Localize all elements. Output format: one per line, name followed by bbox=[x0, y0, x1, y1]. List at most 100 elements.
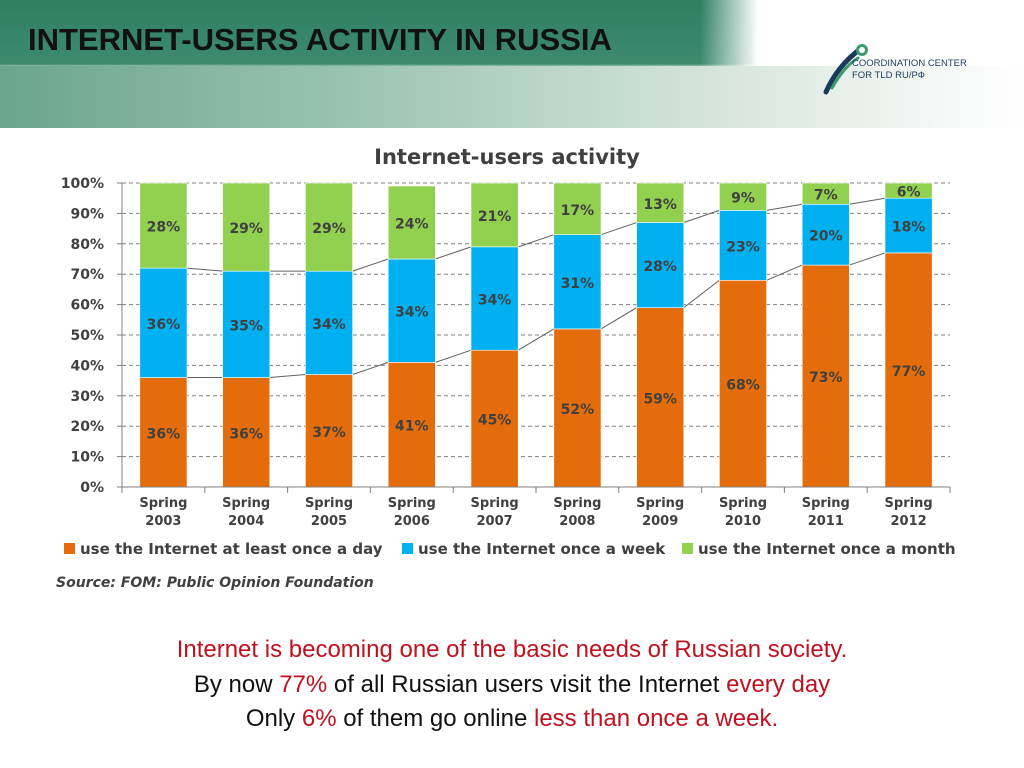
data-label: 45% bbox=[478, 413, 512, 429]
logo-line-1: COORDINATION CENTER bbox=[852, 58, 967, 69]
x-tick-label: 2003 bbox=[145, 514, 181, 529]
data-label: 31% bbox=[561, 276, 595, 292]
y-tick-label: 20% bbox=[70, 419, 104, 435]
x-tick-label: 2006 bbox=[394, 514, 430, 529]
series-connector bbox=[600, 222, 637, 236]
data-label: 6% bbox=[897, 185, 921, 201]
x-tick-label: 2005 bbox=[311, 514, 347, 529]
bar-segment bbox=[222, 270, 271, 378]
y-tick-label: 30% bbox=[70, 389, 104, 405]
x-tick-label: Spring bbox=[636, 496, 684, 511]
x-tick-label: 2008 bbox=[559, 514, 595, 529]
series-connector bbox=[352, 258, 389, 272]
series-connector bbox=[600, 307, 637, 330]
data-label: 13% bbox=[643, 197, 677, 213]
page-title: INTERNET-USERS ACTIVITY IN RUSSIA bbox=[28, 22, 612, 57]
logo-line-2: FOR TLD RU/РФ bbox=[852, 70, 925, 81]
bar-segment bbox=[801, 182, 850, 205]
bar-segment bbox=[719, 210, 767, 281]
legend-swatch bbox=[682, 543, 693, 554]
series-connector bbox=[683, 279, 720, 309]
y-tick-label: 100% bbox=[61, 176, 104, 192]
bar-segment bbox=[470, 182, 519, 248]
data-label: 36% bbox=[147, 426, 181, 442]
chart-axes: 0% 10% 20% 30% 40% 50% 60% 70% 80% 90% 100% Spring 2… bbox=[61, 176, 951, 529]
x-tick-label: Spring bbox=[222, 496, 270, 511]
data-label: 77% bbox=[892, 364, 926, 380]
bar-segment bbox=[470, 349, 519, 488]
data-label: 29% bbox=[229, 221, 263, 237]
series-connector bbox=[849, 197, 886, 205]
legend-swatch bbox=[64, 543, 75, 554]
legend-label: use the Internet once a week bbox=[418, 540, 666, 558]
caption-less-than-week: less than once a week. bbox=[534, 705, 779, 732]
caption-line-2-a: By now bbox=[193, 671, 280, 698]
y-tick-label: 0% bbox=[80, 480, 104, 496]
x-tick-label: 2011 bbox=[808, 514, 844, 529]
data-label: 21% bbox=[478, 209, 512, 225]
bar-segment bbox=[387, 362, 436, 488]
bar-segment bbox=[305, 374, 353, 488]
y-tick-label: 60% bbox=[70, 298, 104, 314]
y-tick-label: 70% bbox=[70, 267, 104, 283]
x-tick-label: Spring bbox=[802, 496, 850, 511]
coordination-center-logo-icon bbox=[823, 44, 868, 95]
data-label: 59% bbox=[643, 391, 677, 407]
caption-line-3: Only 6% of them go online less than once… bbox=[0, 705, 1024, 733]
x-tick-label: 2007 bbox=[477, 514, 513, 529]
series-connector bbox=[435, 349, 472, 363]
bar-segment bbox=[553, 182, 602, 235]
x-tick-label: Spring bbox=[388, 496, 436, 511]
data-label: 41% bbox=[395, 419, 429, 435]
bar-segment bbox=[305, 182, 353, 272]
y-tick-label: 10% bbox=[70, 450, 104, 466]
data-label: 18% bbox=[892, 220, 926, 236]
chart-title: Internet-users activity bbox=[374, 145, 640, 169]
data-label: 36% bbox=[147, 317, 181, 333]
bar-segment bbox=[636, 307, 685, 488]
chart-source: Source: FOM: Public Opinion Foundation bbox=[56, 575, 374, 591]
bar-segment bbox=[387, 258, 436, 363]
series-connector bbox=[269, 374, 306, 379]
y-tick-label: 50% bbox=[70, 328, 104, 344]
bar-segment bbox=[553, 234, 602, 330]
series-connector bbox=[849, 252, 886, 266]
caption-line-2: By now 77% of all Russian users visit th… bbox=[0, 671, 1024, 699]
caption-daily-percent: 77% bbox=[279, 671, 328, 698]
bar-segment bbox=[139, 267, 188, 378]
series-connector bbox=[518, 234, 554, 248]
bar-segment bbox=[719, 279, 767, 488]
y-tick-label: 90% bbox=[70, 206, 104, 222]
data-label: 29% bbox=[312, 221, 346, 237]
data-label: 28% bbox=[643, 259, 677, 275]
x-tick-label: Spring bbox=[471, 496, 519, 511]
series-connector bbox=[352, 361, 389, 375]
chart-bars: 36% 36% 28% 36% 35% 29% 37% 34% 29% 41% 34% 24% 45% 3… bbox=[139, 182, 933, 488]
data-label: 35% bbox=[229, 318, 263, 334]
chart-connectors bbox=[186, 197, 886, 379]
x-tick-label: 2010 bbox=[725, 514, 761, 529]
bar-segment bbox=[139, 182, 188, 269]
bar-segment bbox=[470, 246, 519, 351]
caption-line-1: Internet is becoming one of the basic ne… bbox=[176, 636, 848, 663]
caption-line-3-c: of them go online bbox=[336, 705, 534, 732]
data-label: 9% bbox=[731, 191, 755, 207]
x-tick-label: Spring bbox=[139, 496, 187, 511]
chart-legend: use the Internet at least once a day use … bbox=[64, 540, 956, 558]
bar-segment bbox=[305, 270, 353, 375]
data-label: 37% bbox=[312, 425, 346, 441]
data-label: 20% bbox=[809, 229, 843, 245]
caption-line-3-a: Only bbox=[245, 705, 302, 732]
x-tick-label: 2009 bbox=[642, 514, 678, 529]
data-label: 17% bbox=[561, 203, 595, 219]
bar-segment bbox=[884, 182, 933, 199]
logo-text: COORDINATION CENTER FOR TLD RU/РФ bbox=[852, 58, 967, 82]
data-label: 68% bbox=[726, 378, 760, 394]
legend-swatch bbox=[402, 543, 413, 554]
x-tick-label: 2012 bbox=[891, 514, 927, 529]
legend-label: use the Internet at least once a day bbox=[80, 540, 383, 558]
series-connector bbox=[517, 328, 555, 351]
x-tick-label: Spring bbox=[553, 496, 601, 511]
data-label: 36% bbox=[229, 426, 263, 442]
bar-segment bbox=[719, 182, 767, 211]
